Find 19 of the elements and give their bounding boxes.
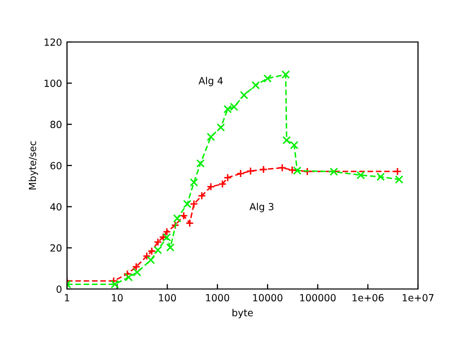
y-tick-label: 80 (50, 120, 62, 128)
y-tick-label: 120 (44, 38, 62, 46)
x-tick-label: 10 (112, 294, 123, 302)
x-tick-label: 100 (159, 294, 176, 302)
y-tick-label: 0 (56, 285, 62, 293)
y-tick-label: 60 (50, 162, 62, 170)
x-axis-title: byte (232, 308, 253, 318)
y-tick-label: 20 (50, 244, 62, 252)
y-tick-label: 100 (44, 80, 62, 87)
x-tick-label: 10000 (253, 294, 282, 302)
y-axis-title: Mbyte/sec (28, 141, 38, 190)
x-tick-label: 1e+06 (352, 294, 384, 302)
x-tick-label: 1000 (206, 294, 230, 302)
y-tick-label: 40 (50, 203, 62, 210)
x-tick-label: 100000 (300, 294, 336, 302)
x-tick-label: 1e+07 (402, 294, 434, 302)
annotation: Alg 4 (198, 76, 223, 86)
annotation: Alg 3 (249, 202, 274, 212)
x-tick-label: 1 (64, 294, 70, 302)
